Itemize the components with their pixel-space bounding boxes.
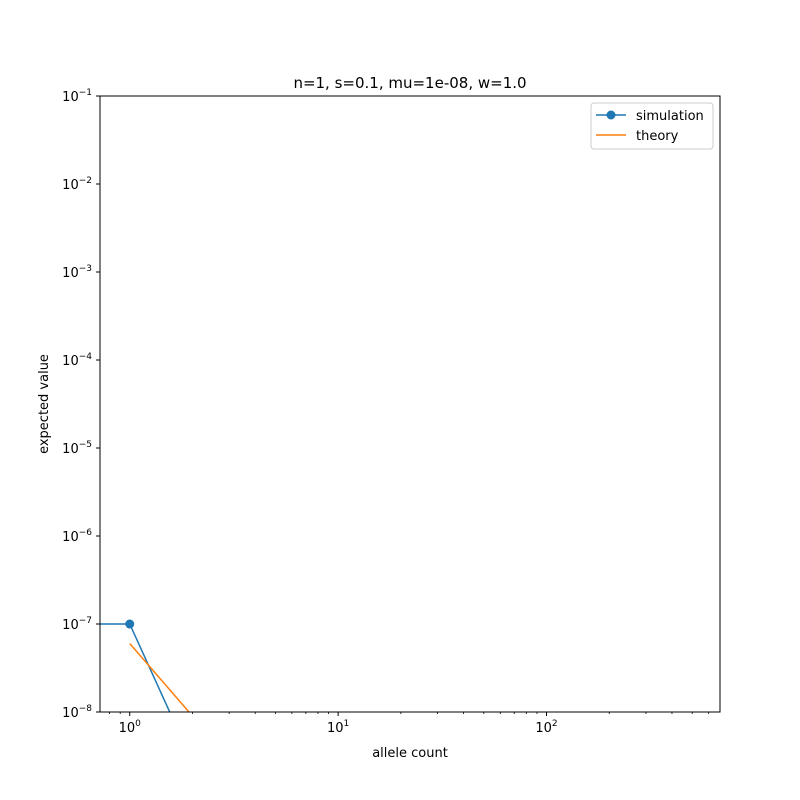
y-tick-label: 10−1 bbox=[62, 88, 92, 105]
y-axis-ticks: 10−8 10−7 10−6 10−5 10−4 10−3 10−2 10−1 bbox=[62, 88, 100, 721]
y-tick-label: 10−7 bbox=[62, 616, 92, 633]
series-simulation-point bbox=[125, 619, 135, 629]
y-tick-label: 10−2 bbox=[62, 176, 92, 193]
y-tick-label: 10−4 bbox=[62, 352, 92, 369]
legend-simulation-marker bbox=[606, 110, 616, 120]
legend-simulation-label: simulation bbox=[636, 109, 704, 124]
plot-frame bbox=[99, 95, 721, 713]
x-axis-label: allele count bbox=[372, 746, 448, 761]
y-tick-label: 10−6 bbox=[62, 528, 92, 545]
plot-area bbox=[100, 96, 720, 712]
y-tick-label: 10−8 bbox=[62, 704, 92, 721]
series-theory-line bbox=[129, 643, 190, 712]
chart-title: n=1, s=0.1, mu=1e-08, w=1.0 bbox=[293, 74, 526, 92]
x-tick-label: 100 bbox=[119, 719, 142, 736]
series-layer bbox=[100, 619, 190, 712]
legend: simulation theory bbox=[590, 102, 714, 150]
x-axis-ticks: 100 101 102 bbox=[119, 712, 558, 736]
y-axis-label: expected value bbox=[37, 354, 52, 454]
legend-theory-label: theory bbox=[636, 129, 679, 144]
y-tick-label: 10−5 bbox=[62, 440, 92, 457]
x-tick-label: 102 bbox=[535, 719, 557, 736]
y-tick-label: 10−3 bbox=[62, 264, 92, 281]
x-tick-label: 101 bbox=[327, 719, 349, 736]
